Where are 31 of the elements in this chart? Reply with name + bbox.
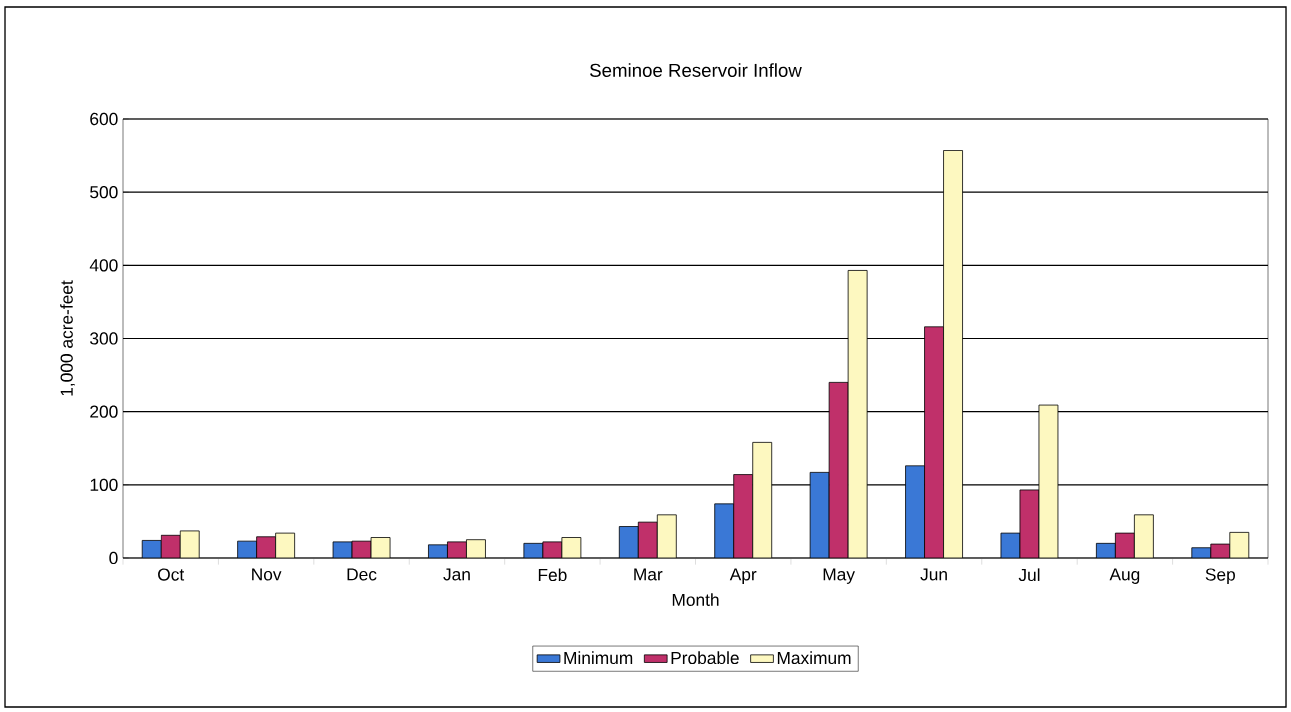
chart-title: Seminoe Reservoir Inflow	[590, 63, 802, 77]
bar	[618, 526, 639, 558]
x-tick-label: Oct	[158, 568, 185, 581]
bar	[924, 326, 944, 558]
x-tick-label: Jan	[443, 568, 470, 581]
legend-label: Maximum	[777, 651, 851, 665]
x-tick-label: Mar	[634, 568, 663, 581]
x-tick-label: Sep	[1205, 568, 1235, 585]
x-tick-label: Apr	[729, 568, 757, 584]
y-tick-label: 600	[90, 112, 118, 126]
x-tick-label: Dec	[347, 568, 377, 581]
x-tick-label: Feb	[538, 568, 567, 582]
x-tick-label: Nov	[252, 568, 282, 581]
y-tick-label: 400	[89, 259, 118, 272]
x-tick-label: May	[823, 568, 855, 584]
y-tick-label: 100	[90, 478, 118, 491]
y-tick-label: 300	[90, 332, 118, 345]
y-tick-label: 0	[109, 551, 118, 565]
x-axis-title: Month	[672, 593, 719, 606]
bar	[637, 521, 658, 558]
x-tick-label: Jul	[1018, 568, 1040, 582]
bar	[733, 474, 754, 558]
y-tick-label: 500	[90, 186, 118, 199]
x-tick-label: Aug	[1109, 568, 1140, 584]
y-tick-label: 200	[90, 405, 118, 418]
bar	[905, 465, 925, 558]
legend-label: Minimum	[564, 651, 633, 665]
bar	[714, 503, 735, 558]
x-tick-label: Jun	[920, 568, 947, 581]
legend-label: Probable	[671, 651, 739, 665]
y-axis-title: 1,000 acre-feet	[60, 280, 75, 396]
